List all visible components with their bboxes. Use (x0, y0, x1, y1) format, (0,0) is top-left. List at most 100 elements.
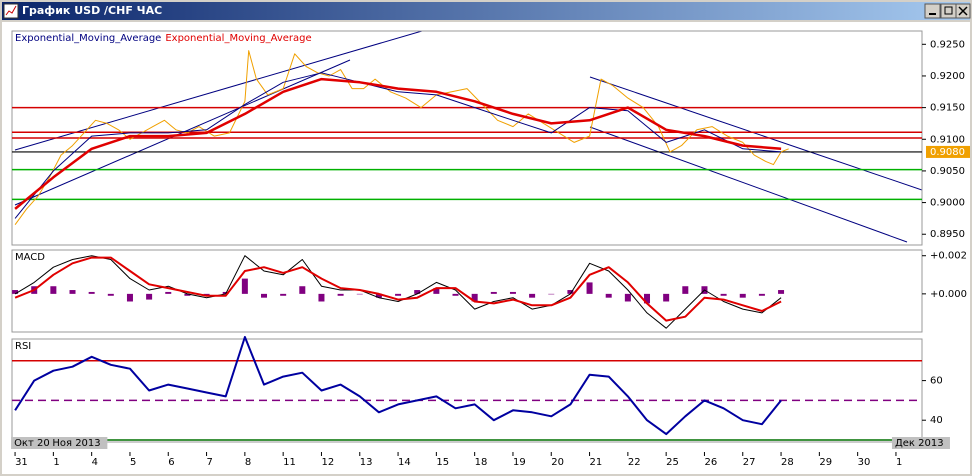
x-tick-label: 12 (321, 457, 334, 468)
histogram-bar (184, 293, 191, 296)
legend-entry: Exponential_Moving_Average (165, 33, 311, 44)
histogram-bar (395, 293, 402, 296)
legend-entry: Exponential_Moving_Average (15, 33, 161, 44)
histogram-bar (644, 293, 651, 304)
x-tick-label: 4 (92, 457, 98, 468)
series-line (14, 77, 782, 210)
histogram-bar (107, 293, 114, 296)
y-tick-label: 0.8950 (930, 229, 965, 240)
x-tick-label: 11 (283, 457, 296, 468)
trend-line (589, 76, 922, 191)
series-line (14, 255, 782, 329)
x-tick-label: 18 (475, 457, 488, 468)
x-tick-label: 5 (130, 457, 136, 468)
histogram-bar (375, 293, 382, 298)
x-tick-label: 27 (743, 457, 756, 468)
y-tick-label: +0.002 (930, 251, 967, 262)
x-tick-label: 14 (398, 457, 411, 468)
period-label: Дек 2013 (895, 438, 944, 449)
x-tick-label: 7 (207, 457, 213, 468)
histogram-bar (88, 291, 95, 294)
x-tick-label: 28 (781, 457, 794, 468)
histogram-bar (739, 293, 746, 298)
close-glyph (958, 6, 968, 16)
histogram-bar (509, 291, 516, 294)
x-tick-label: 1 (896, 457, 902, 468)
period-label: Окт 2013 (14, 438, 62, 449)
histogram-bar (605, 293, 612, 298)
y-tick-label: 40 (930, 415, 943, 426)
x-tick-label: 6 (168, 457, 174, 468)
y-tick-label: 0.9150 (930, 103, 965, 114)
x-tick-label: 30 (858, 457, 871, 468)
histogram-bar (758, 293, 765, 296)
histogram-bar (586, 282, 593, 294)
y-tick-label: 0.9050 (930, 166, 965, 177)
panel-frame (11, 249, 923, 333)
histogram-bar (356, 293, 363, 295)
histogram-bar (165, 291, 172, 294)
x-tick-label: 29 (819, 457, 832, 468)
series-line (14, 336, 782, 436)
title-bar (2, 2, 970, 20)
x-tick-label: 8 (245, 457, 251, 468)
histogram-bar (490, 291, 497, 294)
window-buttons (924, 3, 971, 19)
restore-button[interactable] (940, 3, 957, 19)
histogram-bar (452, 293, 459, 296)
panel-frame (11, 338, 923, 443)
histogram-bar (682, 286, 689, 294)
y-tick-label: +0.000 (930, 289, 967, 300)
period-label-box (49, 437, 108, 449)
series-line (14, 72, 782, 219)
histogram-bar (433, 288, 440, 294)
period-label: Ноя 2013 (52, 438, 100, 449)
histogram-bar (299, 286, 306, 294)
histogram-bar (663, 293, 670, 302)
x-tick-label: 15 (436, 457, 449, 468)
x-tick-label: 25 (666, 457, 679, 468)
app-icon-glyph (5, 5, 17, 16)
y-tick-label: 0.9100 (930, 134, 965, 145)
histogram-bar (624, 293, 631, 302)
y-tick-label: 0.9200 (930, 71, 965, 82)
chart-area (2, 22, 970, 474)
histogram-bar (567, 290, 574, 294)
x-tick-label: 21 (590, 457, 603, 468)
histogram-bar (778, 290, 785, 294)
restore-glyph (944, 6, 953, 15)
y-tick-label: 60 (930, 376, 943, 387)
x-tick-label: 13 (360, 457, 373, 468)
histogram-bar (414, 290, 421, 294)
histogram-bar (261, 293, 268, 298)
current-price-box (926, 145, 970, 158)
x-tick-label: 19 (513, 457, 526, 468)
x-tick-label: 31 (15, 457, 28, 468)
histogram-bar (50, 286, 57, 294)
histogram-bar (548, 293, 555, 295)
panel-title: RSI (15, 341, 31, 352)
histogram-bar (12, 290, 19, 294)
y-tick-label: 0.9000 (930, 198, 965, 209)
y-tick-label: 0.9250 (930, 39, 965, 50)
histogram-bar (337, 293, 344, 296)
trend-line (14, 31, 423, 151)
histogram-bar (318, 293, 325, 302)
app-icon (3, 3, 19, 19)
histogram-bar (241, 278, 248, 294)
period-label-box (891, 437, 950, 449)
histogram-bar (280, 293, 287, 296)
minimize-button[interactable] (924, 3, 941, 19)
x-tick-label: 22 (628, 457, 641, 468)
histogram-bar (529, 293, 536, 298)
panel-title: MACD (15, 252, 45, 263)
histogram-bar (126, 293, 133, 302)
histogram-bar (146, 293, 153, 300)
window-title: График USD /CHF ЧАС (22, 4, 162, 17)
histogram-bar (720, 293, 727, 296)
histogram-bar (69, 290, 76, 294)
x-tick-label: 26 (704, 457, 717, 468)
x-tick-label: 20 (551, 457, 564, 468)
series-line (14, 256, 782, 322)
